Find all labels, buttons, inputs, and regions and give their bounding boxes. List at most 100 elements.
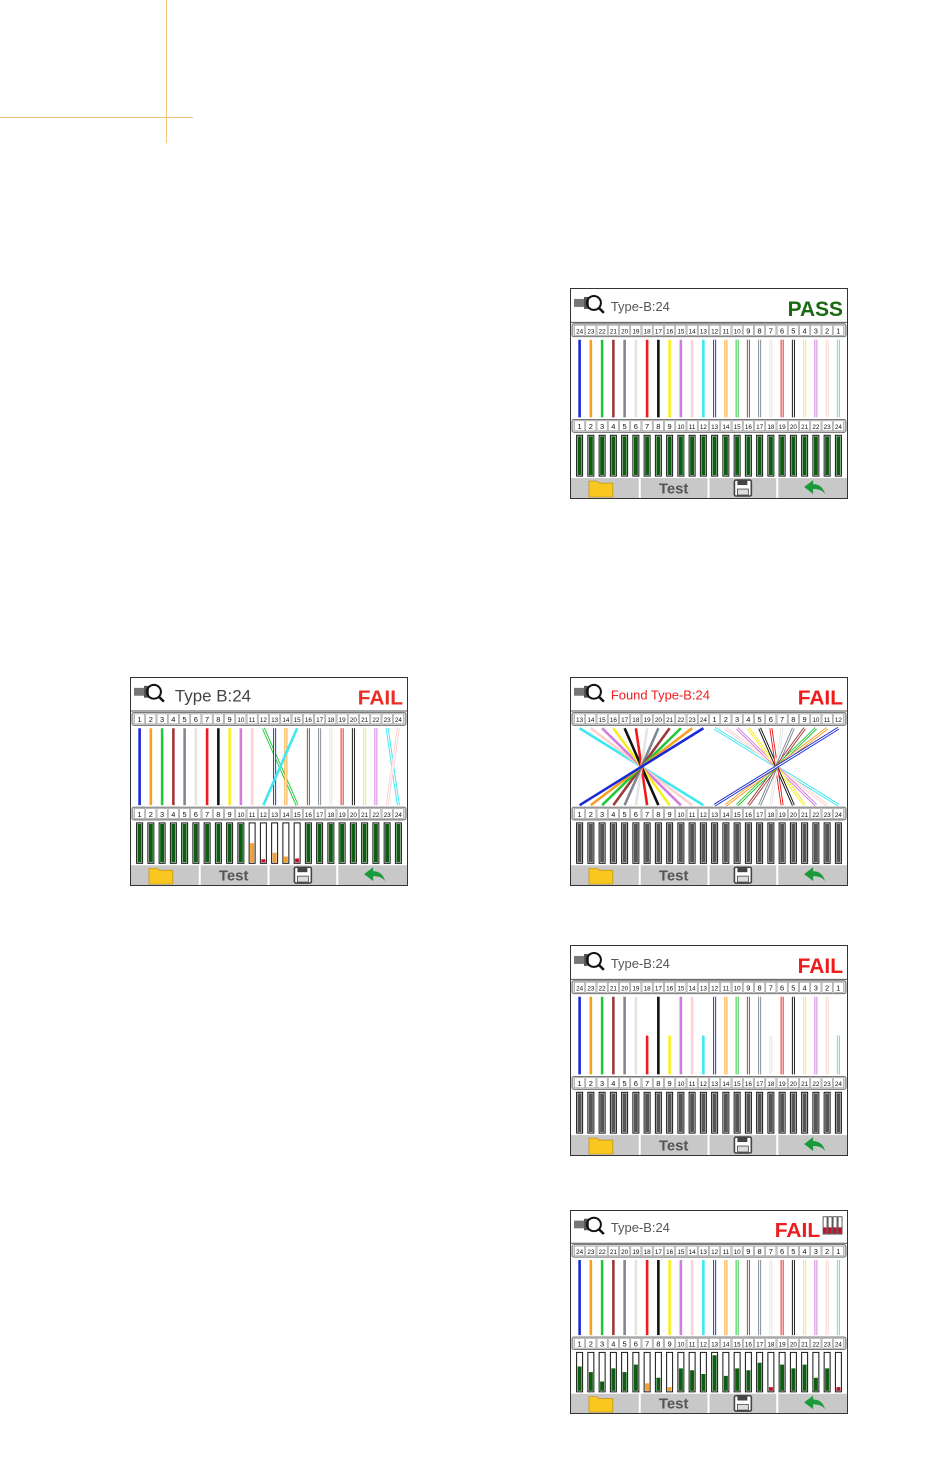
- pin-signal-bar: [214, 822, 222, 864]
- pin-number: 10: [677, 1342, 685, 1349]
- pin-number: 8: [216, 715, 220, 724]
- pin-signal-bar: [801, 822, 809, 864]
- pin-signal-bar: [643, 1351, 651, 1393]
- pin-number: 22: [812, 812, 820, 819]
- back-button[interactable]: [804, 480, 826, 495]
- pin-signal-bar: [226, 822, 234, 864]
- pin-number: 22: [812, 424, 820, 431]
- pin-label-box: [709, 1077, 720, 1089]
- pin-number: 5: [623, 422, 627, 431]
- pin-label-box: [619, 713, 630, 725]
- pin-signal-bar: [801, 434, 809, 477]
- test-button[interactable]: Test: [659, 481, 689, 498]
- remote-pin-labels: 13 14 15 16 17 18 19 20 21 22 23 24 1 2 3 4 5 6 7 8 9 10 11 12: [571, 712, 847, 726]
- pin-number: 14: [587, 717, 595, 724]
- pin-label-box: [776, 325, 788, 336]
- save-button[interactable]: [733, 1136, 753, 1154]
- pin-label-box: [833, 1245, 844, 1256]
- save-button[interactable]: [733, 479, 753, 497]
- signal-bars: [576, 822, 842, 864]
- pin-signal-bar: [823, 822, 831, 864]
- open-folder-button[interactable]: [148, 867, 174, 885]
- test-button[interactable]: Test: [659, 869, 689, 885]
- pin-label-box: [709, 1245, 720, 1256]
- pin-label-box: [619, 420, 630, 432]
- pin-number: 19: [339, 812, 347, 819]
- pin-signal-bar: [192, 822, 200, 864]
- folder-icon: [588, 480, 614, 498]
- pin-number: 11: [689, 1342, 696, 1349]
- pin-number: 14: [722, 1081, 730, 1088]
- pin-number: 20: [655, 717, 663, 724]
- open-folder-button[interactable]: [588, 867, 614, 885]
- pin-number: 5: [623, 810, 627, 819]
- pin-label-box: [731, 325, 743, 336]
- pin-label-box: [585, 808, 597, 819]
- pin-number: 6: [780, 327, 784, 336]
- pin-number: 6: [780, 984, 784, 993]
- wire-map: [138, 727, 400, 806]
- pin-label-box: [788, 1245, 799, 1256]
- pin-label-box: [596, 1338, 608, 1349]
- back-button[interactable]: [804, 1395, 826, 1410]
- pin-label-box: [754, 982, 765, 993]
- test-button[interactable]: Test: [659, 1138, 689, 1155]
- pin-number: 3: [160, 810, 164, 819]
- pin-signal-bar: [834, 1091, 842, 1134]
- open-folder-button[interactable]: [588, 1137, 614, 1155]
- save-button[interactable]: [733, 866, 753, 884]
- pin-number: 17: [655, 986, 663, 993]
- pin-number: 23: [824, 424, 832, 431]
- test-button[interactable]: Test: [219, 869, 249, 885]
- back-button[interactable]: [364, 867, 386, 882]
- pin-label-box: [731, 808, 743, 819]
- pin-number: 11: [689, 1081, 696, 1088]
- pin-signal-bar: [587, 1351, 595, 1393]
- test-button[interactable]: Test: [659, 1397, 689, 1413]
- pin-label-box: [608, 713, 619, 725]
- pin-signal-bar: [169, 822, 177, 864]
- pin-label-box: [619, 325, 630, 336]
- pin-signal-bar: [699, 822, 707, 864]
- pin-number: 1: [836, 1247, 840, 1256]
- pin-number: 16: [610, 717, 618, 724]
- pin-number: 6: [194, 715, 198, 724]
- pin-label-box: [303, 808, 314, 819]
- pin-label-box: [698, 420, 709, 432]
- pin-label-box: [246, 713, 258, 725]
- pin-signal-bar: [632, 822, 640, 864]
- pin-signal-bar: [372, 822, 380, 864]
- pin-number: 8: [656, 810, 660, 819]
- pin-label-box: [664, 1338, 675, 1349]
- pin-signal-bar: [688, 1351, 696, 1393]
- pin-number: 18: [327, 717, 335, 724]
- pin-label-box: [788, 420, 799, 432]
- pin-number: 17: [756, 424, 764, 431]
- save-button[interactable]: [293, 866, 313, 884]
- pin-signal-bar: [722, 434, 730, 477]
- back-button[interactable]: [804, 867, 826, 882]
- pin-label-box: [641, 325, 653, 336]
- pin-number: 20: [621, 986, 629, 993]
- open-folder-button[interactable]: [588, 1396, 614, 1413]
- pin-number: 14: [722, 812, 730, 819]
- pin-label-box: [596, 982, 608, 993]
- pin-label-box: [788, 808, 799, 819]
- back-button[interactable]: [804, 1137, 826, 1152]
- pin-label-box: [799, 808, 810, 819]
- pin-label-box: [698, 808, 709, 819]
- pin-label-box: [698, 713, 709, 725]
- pin-label-box: [134, 808, 145, 819]
- pin-label-box: [821, 982, 833, 993]
- pin-number: 8: [791, 715, 795, 724]
- cable-type-title: Found Type-B:24: [611, 688, 710, 703]
- pin-label-box: [280, 713, 292, 725]
- pin-number: 16: [666, 986, 674, 993]
- pin-label-box: [765, 982, 777, 993]
- pin-label-box: [709, 808, 720, 819]
- pin-label-box: [190, 713, 202, 725]
- pin-number: 20: [790, 424, 798, 431]
- save-button[interactable]: [733, 1394, 753, 1412]
- pin-number: 24: [576, 1249, 584, 1256]
- open-folder-button[interactable]: [588, 480, 614, 498]
